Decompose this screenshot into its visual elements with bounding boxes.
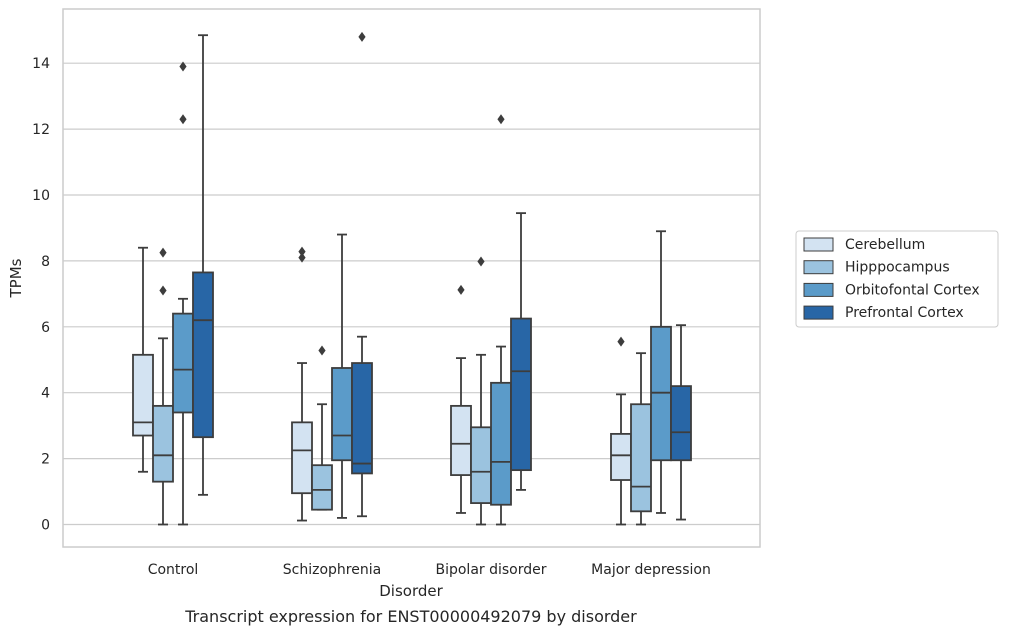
box-hipppocampus-1	[311, 345, 333, 511]
y-tick-label: 0	[41, 518, 50, 534]
box-hipppocampus-0	[152, 247, 174, 526]
iqr-box	[490, 381, 512, 506]
iqr-box	[311, 464, 333, 511]
y-tick-label: 6	[41, 320, 50, 336]
legend-swatch	[803, 260, 834, 275]
box-cerebellum-0	[132, 246, 154, 473]
box-prefrontal-cortex-3	[670, 324, 692, 521]
box-hipppocampus-3	[630, 352, 652, 526]
legend-label: Cerebellum	[845, 237, 925, 253]
figure-caption: Transcript expression for ENST0000049207…	[184, 607, 637, 626]
outlier-point	[159, 247, 167, 258]
outlier-point	[298, 252, 306, 263]
iqr-box	[192, 271, 214, 439]
iqr-box	[331, 367, 353, 462]
x-tick-label: Schizophrenia	[283, 562, 381, 578]
outlier-point	[358, 31, 366, 42]
outlier-point	[497, 114, 505, 125]
iqr-box	[610, 432, 632, 481]
box-prefrontal-cortex-1	[351, 31, 373, 518]
iqr-box	[132, 353, 154, 437]
box-orbitofontal-cortex-3	[650, 230, 672, 514]
box-prefrontal-cortex-2	[510, 212, 532, 491]
iqr-box	[450, 404, 472, 476]
x-tick-label: Major depression	[591, 562, 711, 578]
iqr-box	[630, 403, 652, 513]
plot-frame	[62, 8, 761, 548]
legend: Cerebellum Hipppocampus Orbitofontal Corte…	[795, 230, 999, 328]
iqr-box	[510, 317, 532, 472]
iqr-box	[291, 421, 313, 495]
box-cerebellum-2	[450, 284, 472, 514]
legend-frame	[795, 230, 999, 328]
box-orbitofontal-cortex-0	[172, 61, 194, 526]
outlier-point	[617, 336, 625, 347]
legend-swatch	[803, 282, 834, 297]
legend-label: Prefrontal Cortex	[845, 305, 964, 321]
outlier-point	[298, 246, 306, 257]
box-cerebellum-3	[610, 336, 632, 526]
y-tick-label: 12	[32, 122, 50, 138]
outlier-point	[457, 284, 465, 295]
legend-label: Hipppocampus	[845, 260, 950, 276]
y-tick-label: 10	[32, 188, 50, 204]
iqr-box	[470, 426, 492, 504]
x-axis-label: Disorder	[379, 582, 443, 600]
box-cerebellum-1	[291, 246, 313, 522]
iqr-box	[172, 312, 194, 414]
outlier-point	[318, 345, 326, 356]
iqr-box	[670, 385, 692, 462]
legend-label: Orbitofontal Cortex	[845, 282, 980, 298]
y-tick-label: 4	[41, 386, 50, 402]
outlier-point	[179, 114, 187, 125]
box-hipppocampus-2	[470, 256, 492, 526]
y-axis-label: TPMs	[7, 258, 25, 298]
box-orbitofontal-cortex-2	[490, 114, 512, 526]
y-tick-label: 14	[32, 56, 50, 72]
box-orbitofontal-cortex-1	[331, 233, 353, 519]
boxplot-series	[132, 31, 692, 526]
x-tick-label: Bipolar disorder	[435, 562, 546, 578]
y-tick-labels: 0 2 4 6 8 10 12 14	[32, 56, 50, 533]
y-tick-label: 2	[41, 452, 50, 468]
x-tick-label: Control	[148, 562, 199, 578]
iqr-box	[351, 362, 373, 475]
y-tick-label: 8	[41, 254, 50, 270]
outlier-point	[179, 61, 187, 72]
outlier-point	[477, 256, 485, 267]
iqr-box	[152, 404, 174, 483]
legend-swatch	[803, 305, 834, 320]
x-tick-labels: Control Schizophrenia Bipolar disorder Majo…	[148, 562, 711, 578]
outlier-point	[159, 285, 167, 296]
legend-swatch	[803, 237, 834, 252]
box-prefrontal-cortex-0	[192, 34, 214, 496]
